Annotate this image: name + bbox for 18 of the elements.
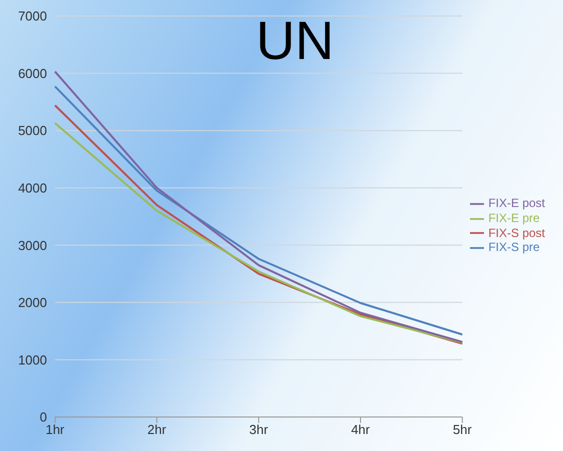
- y-tick-label: 5000: [18, 123, 47, 138]
- y-tick-label: 3000: [18, 238, 47, 253]
- x-tick-label: 2hr: [147, 422, 167, 438]
- x-tick-label: 4hr: [351, 422, 371, 438]
- y-tick-label: 4000: [18, 180, 47, 196]
- x-tick-label: 5hr: [452, 422, 472, 438]
- y-tick-label: 0: [40, 410, 47, 425]
- legend-label: FIX-S pre: [488, 240, 540, 254]
- y-tick-label: 1000: [18, 352, 47, 368]
- x-tick-label: 1hr: [46, 422, 66, 438]
- chart-title: UN: [255, 10, 335, 72]
- y-tick-label: 7000: [18, 8, 47, 24]
- legend-label: FIX-E post: [488, 196, 545, 210]
- legend-label: FIX-E pre: [488, 210, 540, 225]
- legend-label: FIX-S post: [488, 226, 545, 240]
- y-tick-label: 2000: [18, 295, 47, 310]
- y-tick-label: 6000: [18, 66, 47, 81]
- x-tick-label: 3hr: [249, 422, 269, 438]
